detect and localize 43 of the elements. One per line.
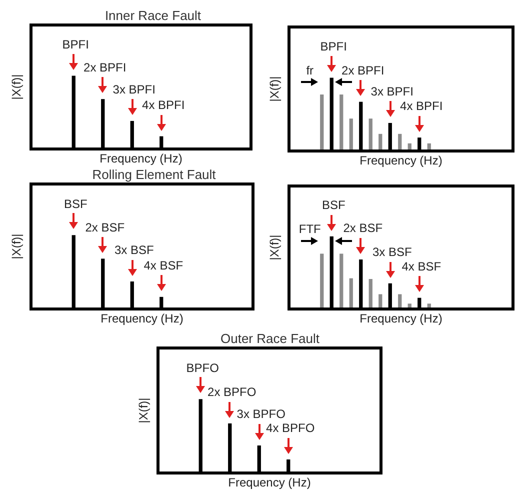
chart-title: Inner Race Fault [104,8,202,24]
bar [368,279,372,309]
annotation: 3x BPFI [112,82,156,97]
text: BPFO [186,360,219,375]
text: 2x BSF [85,220,125,234]
chart-title: Rolling Element Fault [91,167,217,183]
x-axis-title: Frequency (Hz) [100,151,182,166]
bar [340,254,344,309]
annotation: 4x BPFO [266,421,315,436]
y-axis-title: |X(f)| [9,74,24,100]
annotation: 4x BSF [402,259,442,274]
annotation: 4x BPFI [142,98,185,112]
annotation: 3x BPFO [236,407,286,422]
text: BPFI [320,39,347,54]
y-axis-title: |X(f)| [136,398,150,424]
text: FTF [298,222,321,236]
text: 2x BPFO [208,385,256,400]
bar [320,94,324,151]
x-axis-title: Frequency (Hz) [360,311,442,326]
y-axis-title: |X(f)| [267,234,282,260]
bar [368,118,372,151]
text: 2x BPFI [84,60,126,75]
text: fr [306,63,314,78]
y-axis-title: |X(f)| [267,76,282,102]
text: 2x BPFI [342,63,384,78]
bar [349,278,353,309]
annotation: 4x BPFI [400,99,443,114]
y-axis-title: |X(f)| [9,234,24,260]
annotation: 3x BSF [372,244,412,259]
bar [340,94,344,151]
annotation: 3x BSF [114,243,154,258]
x-axis-title: Frequency (Hz) [100,311,184,326]
text: 2x BSF [343,221,383,236]
text: BPFI [62,37,89,52]
bar [320,254,324,309]
text: BSF [322,198,346,212]
annotation: 3x BPFI [370,84,414,99]
x-axis-title: Frequency (Hz) [228,475,311,490]
text: BSF [64,196,88,211]
bar [349,118,353,151]
chart-title: Outer Race Fault [220,331,320,347]
annotation: 4x BSF [144,258,184,273]
x-axis-title: Frequency (Hz) [360,153,442,168]
